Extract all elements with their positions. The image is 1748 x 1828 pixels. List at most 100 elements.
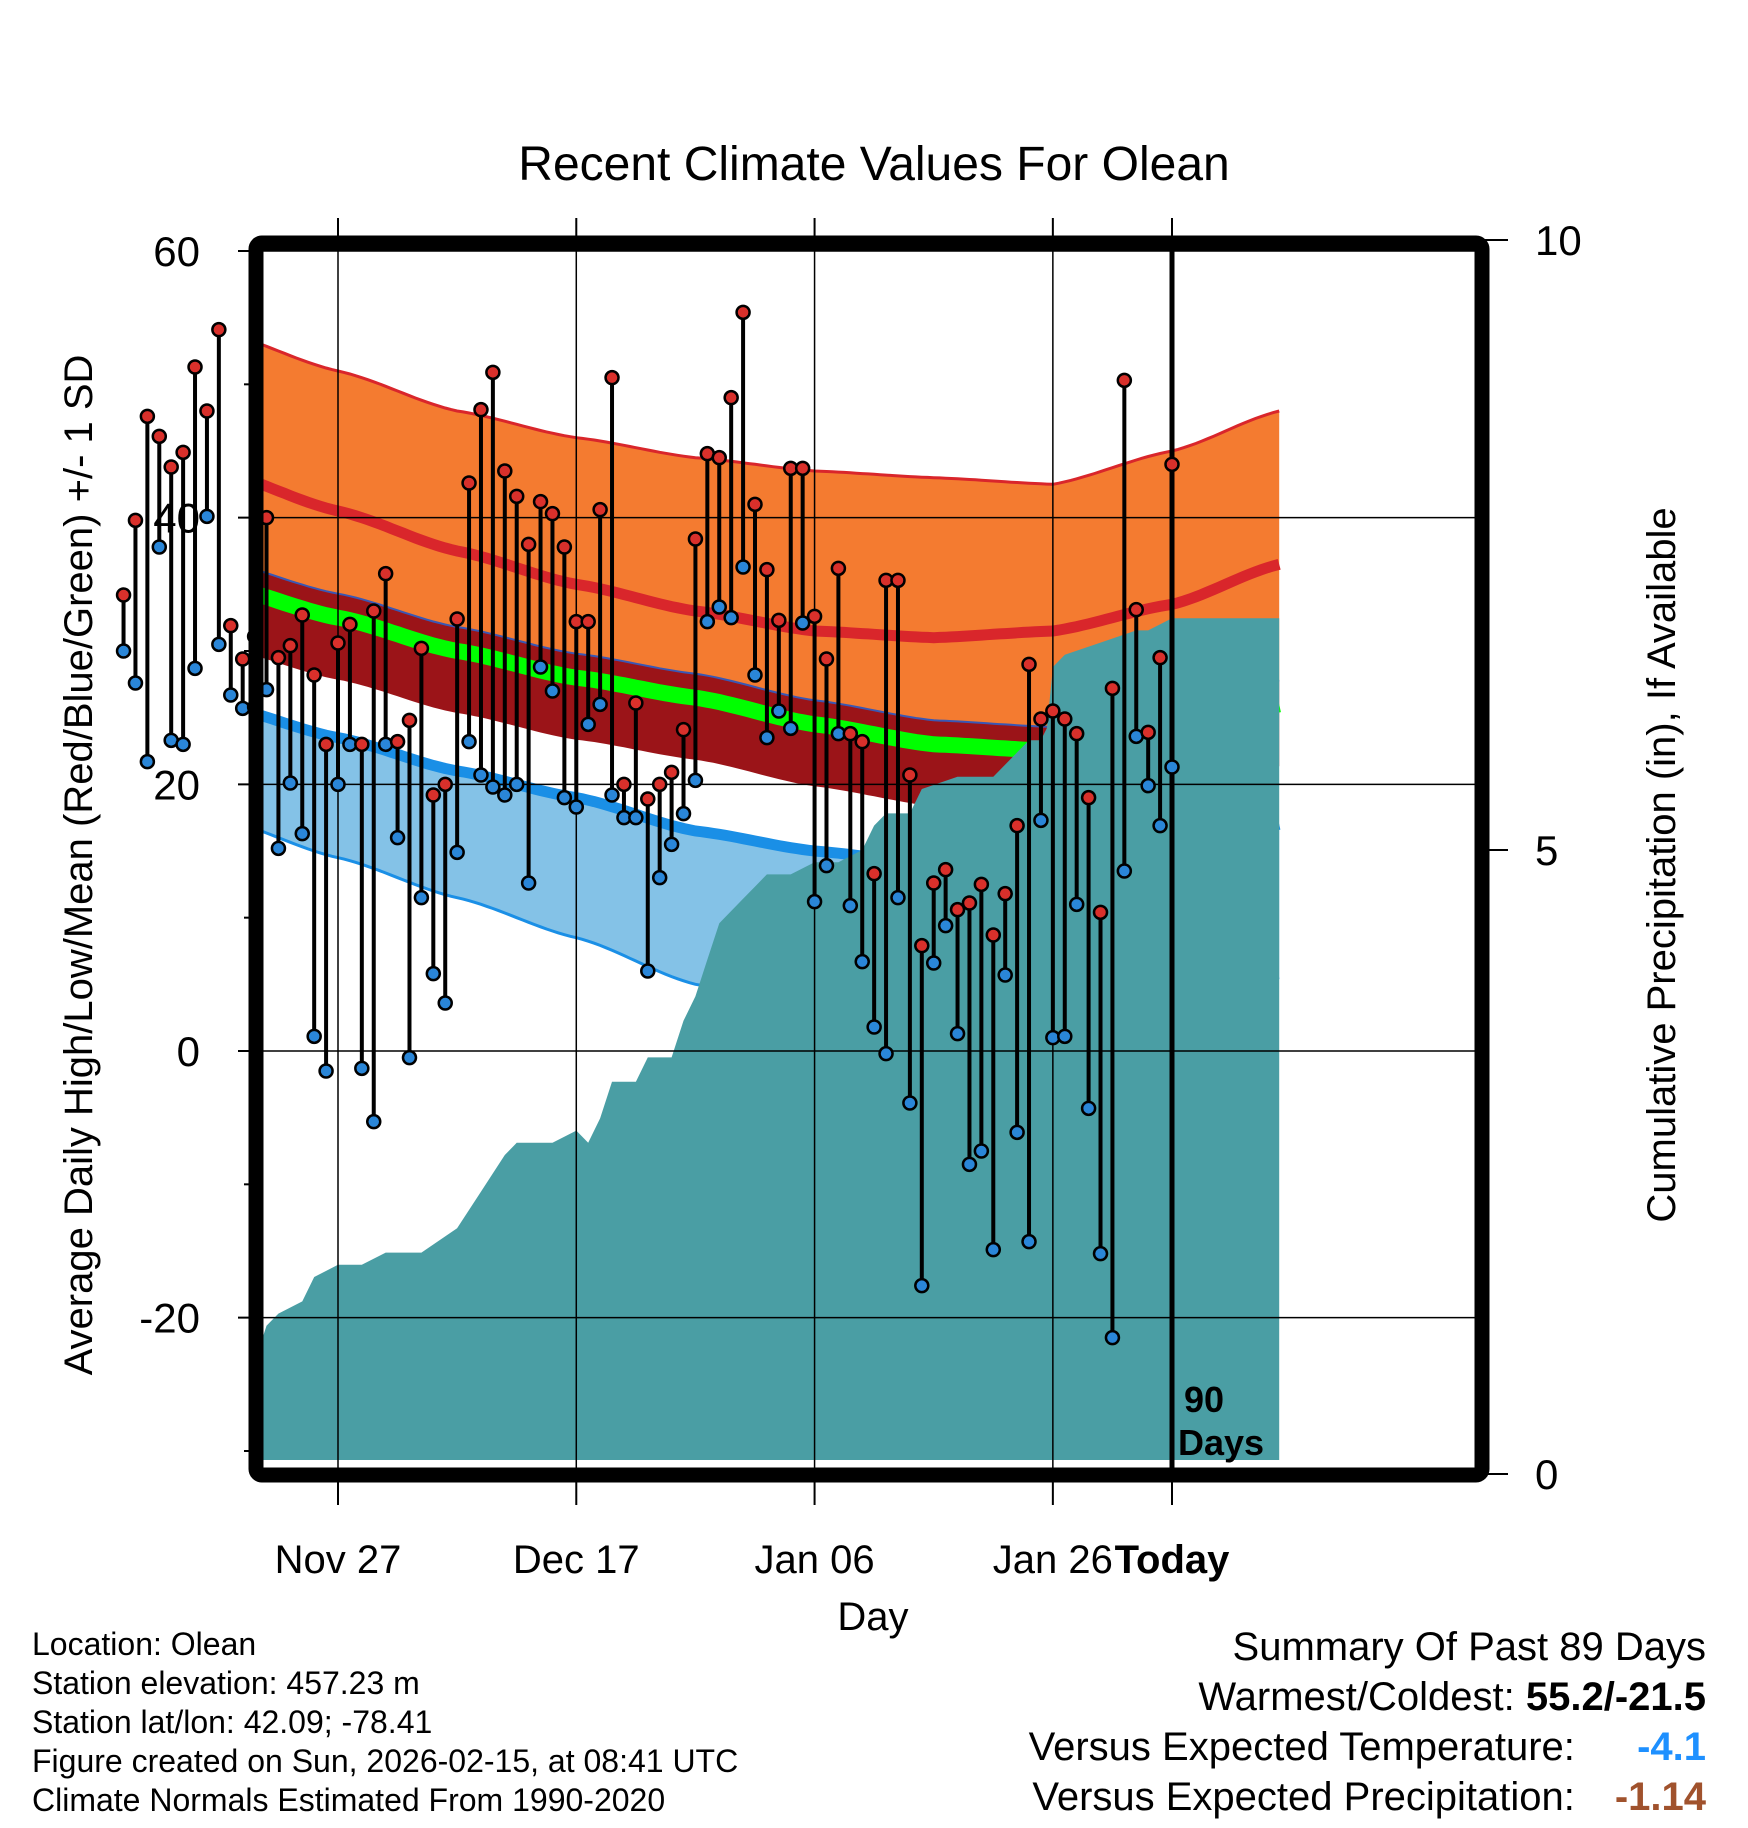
high-point	[199, 403, 215, 419]
x-tick-label: Dec 17	[513, 1538, 640, 1582]
high-point	[1080, 789, 1097, 806]
low-point	[580, 716, 596, 733]
plot-frame	[248, 235, 1490, 1483]
high-point	[556, 539, 573, 555]
high-point	[163, 459, 179, 475]
y-axis-label: Average Daily High/Low/Mean (Red/Blue/Gr…	[57, 355, 101, 1376]
low-point	[842, 897, 859, 914]
created-text: Figure created on Sun, 2026-02-15, at 08…	[32, 1743, 739, 1779]
high-point	[413, 640, 430, 657]
high-point	[139, 408, 156, 425]
low-point	[914, 1277, 930, 1294]
high-point	[902, 767, 918, 783]
high-point	[282, 637, 299, 654]
low-point	[759, 729, 775, 746]
low-point	[794, 615, 811, 631]
high-point	[818, 651, 835, 667]
low-point	[997, 967, 1013, 983]
low-point	[699, 613, 716, 630]
low-point	[318, 1063, 334, 1079]
y-tick-label: 0	[177, 1028, 200, 1075]
high-point	[651, 776, 668, 793]
high-point	[449, 611, 465, 627]
high-point	[1021, 656, 1037, 673]
high-point	[532, 493, 549, 510]
summary-panel: Summary Of Past 89 Days Warmest/Coldest:…	[1029, 1622, 1706, 1822]
high-point	[842, 725, 859, 742]
high-point	[1092, 904, 1109, 921]
temp-anomaly-row: Versus Expected Temperature: -4.1	[1029, 1722, 1706, 1772]
low-point	[925, 955, 942, 971]
high-point	[985, 927, 1002, 943]
high-point	[675, 721, 692, 738]
y2-axis-label: Cumulative Precipitation (in), If Availa…	[1640, 507, 1684, 1222]
low-point	[413, 889, 430, 906]
warmest-coldest-label: Warmest/Coldest:	[1198, 1675, 1515, 1719]
high-point	[234, 651, 251, 667]
high-point	[377, 565, 394, 582]
x-tick-label: Nov 27	[275, 1538, 402, 1582]
high-point	[937, 861, 954, 878]
high-point	[616, 776, 632, 793]
high-point	[544, 505, 561, 522]
high-point	[270, 649, 287, 666]
low-point	[949, 1025, 966, 1042]
high-point	[473, 401, 489, 418]
temp-anomaly-label: Versus Expected Temperature:	[1028, 1725, 1575, 1769]
high-point	[1068, 725, 1085, 742]
low-point	[1021, 1233, 1037, 1250]
high-point	[401, 712, 418, 729]
grid-lines	[263, 250, 1475, 1468]
low-point	[1009, 1124, 1025, 1141]
low-point	[747, 667, 763, 683]
low-point	[675, 805, 692, 822]
low-point	[973, 1143, 990, 1159]
high-point	[1152, 649, 1168, 666]
high-point	[854, 733, 870, 750]
low-point	[1080, 1100, 1097, 1117]
low-point	[604, 787, 620, 803]
high-point	[342, 616, 358, 633]
warmest-coldest-value: 55.2/-21.5	[1525, 1675, 1706, 1719]
high-point	[175, 444, 191, 461]
low-point	[1057, 1028, 1073, 1045]
low-point	[401, 1049, 418, 1066]
low-point	[985, 1241, 1002, 1258]
high-point	[365, 603, 382, 619]
low-point	[723, 609, 739, 626]
low-point	[449, 844, 465, 861]
normals-text: Climate Normals Estimated From 1990-2020	[32, 1782, 666, 1818]
low-point	[1164, 759, 1180, 775]
y-tick-label: 60	[153, 228, 200, 275]
high-point	[914, 937, 930, 954]
low-point	[866, 1019, 882, 1035]
x-tick-label: Jan 06	[755, 1538, 875, 1582]
high-point	[127, 512, 144, 529]
low-point	[961, 1156, 978, 1173]
y-tick-label: -20	[139, 1295, 200, 1342]
low-point	[520, 875, 537, 891]
low-point	[1140, 777, 1156, 794]
latlon-text: Station lat/lon: 42.09; -78.41	[32, 1704, 433, 1740]
high-point	[711, 449, 728, 466]
high-point	[223, 617, 239, 634]
daily-stems	[121, 312, 1174, 1338]
low-point	[461, 733, 477, 750]
low-point	[890, 889, 906, 906]
low-point	[806, 893, 823, 910]
daily-dots	[115, 304, 1180, 1346]
low-point	[127, 675, 144, 691]
low-point	[1068, 896, 1085, 913]
high-point	[1104, 680, 1121, 697]
today-days-label: Days	[1178, 1422, 1264, 1463]
low-point	[592, 696, 608, 713]
high-point	[508, 488, 525, 505]
low-point	[294, 825, 311, 842]
low-point	[1116, 863, 1133, 879]
location-text: Location: Olean	[32, 1626, 257, 1662]
plot-border	[248, 235, 1490, 1483]
x-tick-label: Today	[1115, 1538, 1231, 1582]
